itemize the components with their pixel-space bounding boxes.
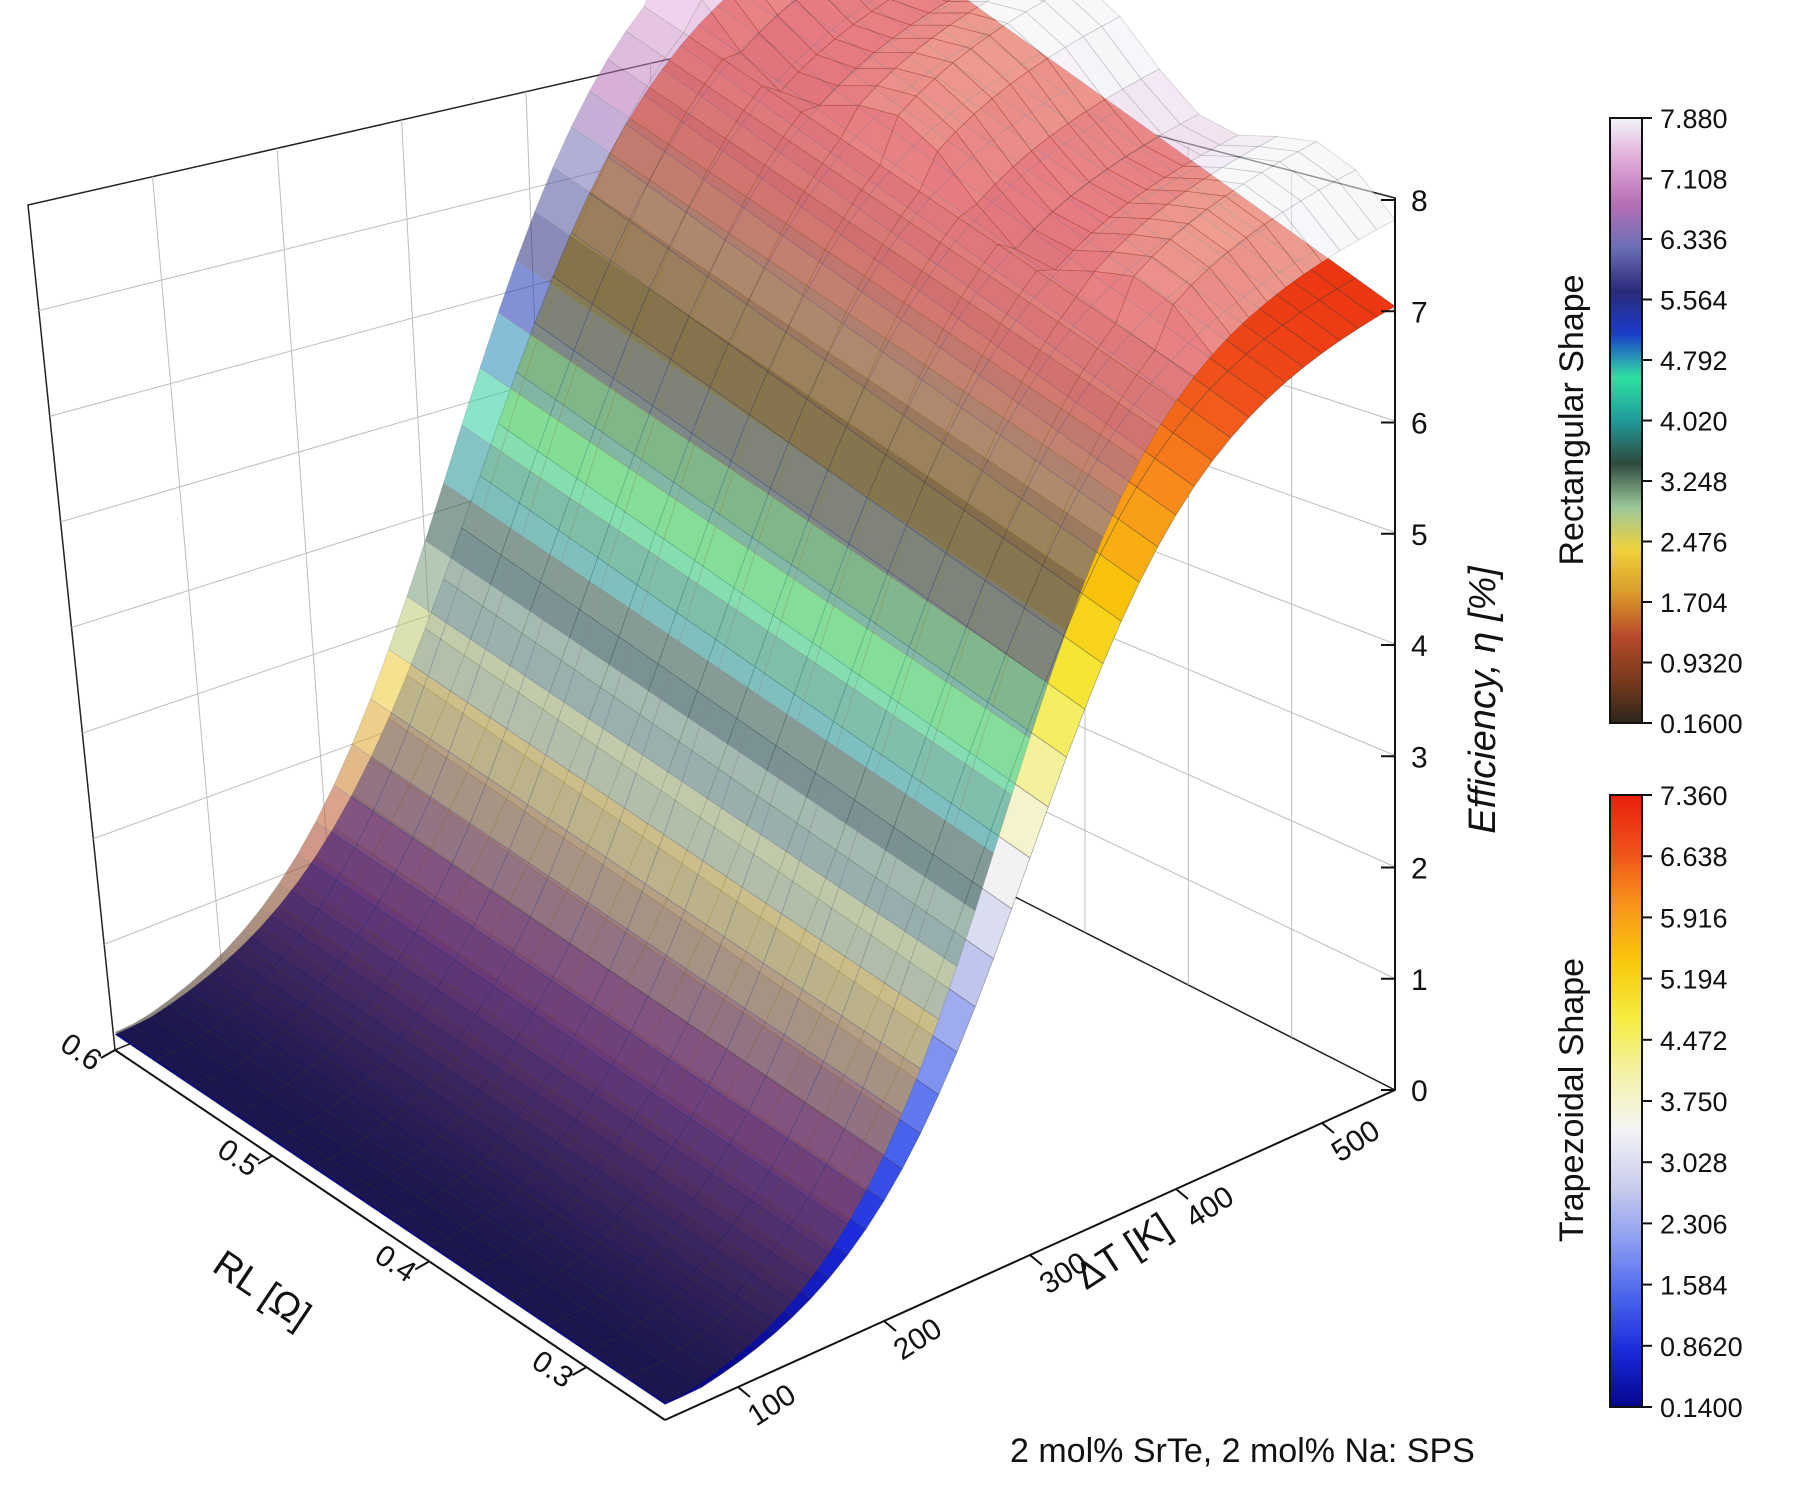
surface-patch (941, 0, 951, 2)
dt-tick-label: 100 (742, 1378, 802, 1433)
colorbar-tick-label: 4.472 (1660, 1026, 1728, 1056)
colorbar-tick-label: 4.020 (1660, 407, 1728, 437)
colorbar-tick-label: 0.1400 (1660, 1393, 1743, 1423)
colorbar-tick-label: 5.194 (1660, 965, 1728, 995)
z-tick-label: 5 (1411, 519, 1428, 552)
wall-gridline (152, 176, 226, 1005)
colorbar-tick-label: 6.336 (1660, 225, 1728, 255)
z-tick-label: 8 (1411, 185, 1428, 218)
dt-tick-label: 500 (1326, 1114, 1386, 1169)
surface-patch (765, 0, 796, 16)
surface-layers (114, 0, 1396, 1405)
surface-patch (1038, 0, 1047, 2)
surface-patch (859, 0, 890, 12)
colorbar-tick-label: 1.704 (1660, 588, 1728, 618)
colorbar-trap-ticks: 7.360 6.638 5.916 5.194 4.472 3.750 3.028 2.306… (1642, 781, 1743, 1423)
colorbar-tick-label: 7.108 (1660, 165, 1728, 195)
rectangular-surface (114, 0, 1396, 1403)
rl-tick-mark (571, 1366, 587, 1377)
colorbar-tick-label: 3.248 (1660, 467, 1728, 497)
rl-axis-line (114, 1049, 666, 1421)
colorbar-trap-swatch (1609, 794, 1643, 1408)
colorbar-tick-label: 7.360 (1660, 781, 1728, 811)
dt-tick-label: 200 (888, 1312, 948, 1367)
rl-tick-label: 0.5 (212, 1133, 265, 1184)
colorbar-tick-label: 2.476 (1660, 528, 1728, 558)
z-tick-label: 2 (1411, 853, 1428, 886)
sample-annotation: 2 mol% SrTe, 2 mol% Na: SPS (1010, 1432, 1475, 1470)
colorbar-tick-label: 5.564 (1660, 286, 1728, 316)
colorbar-rectangular: 7.880 7.108 6.336 5.564 4.792 4.020 3.248 2.476… (1553, 104, 1743, 739)
rl-tick-mark (257, 1154, 273, 1165)
z-tick-label: 6 (1411, 408, 1428, 441)
rl-tick-mark (414, 1260, 430, 1271)
dt-tick-mark (737, 1386, 751, 1398)
colorbar-tick-label: 1.584 (1660, 1271, 1728, 1301)
rl-axis-label: RL [Ω] (206, 1243, 318, 1338)
rl-tick-label: 0.3 (526, 1344, 579, 1395)
rl-tick-mark (100, 1049, 116, 1059)
z-tick-label: 0 (1411, 1075, 1428, 1108)
colorbar-rect-ticks: 7.880 7.108 6.336 5.564 4.792 4.020 3.248 2.476… (1642, 104, 1743, 739)
colorbar-tick-label: 6.638 (1660, 842, 1728, 872)
colorbar-trap-title: Trapezoidal Shape (1553, 958, 1591, 1242)
z-tick-label: 7 (1411, 296, 1428, 329)
dt-axis-label: ΔT [K] (1068, 1206, 1179, 1298)
colorbar-rect-title: Rectangular Shape (1553, 274, 1591, 565)
rl-tick-label: 0.4 (369, 1239, 422, 1290)
colorbar-tick-label: 0.8620 (1660, 1332, 1743, 1362)
surface-patch (945, 0, 990, 2)
z-tick-label: 4 (1411, 630, 1428, 663)
colorbar-tick-label: 0.1600 (1660, 709, 1743, 739)
z-tick-label: 1 (1411, 964, 1428, 997)
colorbar-tick-label: 2.306 (1660, 1209, 1728, 1239)
dt-tick-label: 400 (1180, 1180, 1240, 1235)
rl-tick-label: 0.6 (54, 1027, 107, 1078)
colorbar-tick-label: 3.028 (1660, 1148, 1728, 1178)
z-axis-label: Efficiency, η [%] (1462, 565, 1504, 834)
colorbar-tick-label: 7.880 (1660, 104, 1728, 134)
colorbar-tick-label: 3.750 (1660, 1087, 1728, 1117)
colorbar-tick-label: 0.9320 (1660, 649, 1743, 679)
dt-tick-mark (1029, 1254, 1043, 1266)
z-axis-ticks: 0 1 2 3 4 5 6 7 8 (1381, 185, 1428, 1108)
surface-patch (643, 0, 702, 34)
dt-tick-mark (1321, 1122, 1335, 1134)
colorbar-tick-label: 5.916 (1660, 903, 1728, 933)
colorbar-trapezoidal: 7.360 6.638 5.916 5.194 4.472 3.750 3.028 2.306… (1553, 781, 1743, 1423)
dt-tick-mark (883, 1320, 897, 1332)
colorbar-rect-swatch (1609, 117, 1643, 724)
dt-tick-mark (1175, 1188, 1189, 1200)
colorbar-tick-label: 4.792 (1660, 346, 1728, 376)
z-tick-label: 3 (1411, 741, 1428, 774)
